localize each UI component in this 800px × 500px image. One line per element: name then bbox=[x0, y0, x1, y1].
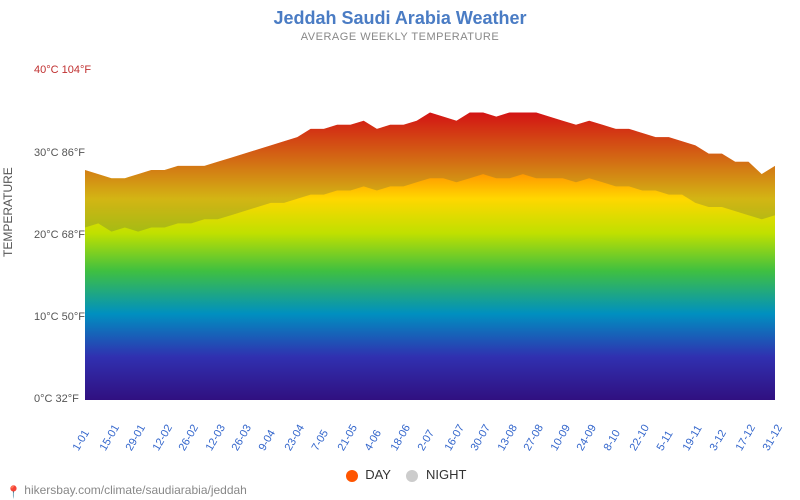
legend-day-label: DAY bbox=[365, 467, 391, 482]
x-tick-label: 3-12 bbox=[708, 428, 729, 453]
y-tick-label: 10°C 50°F bbox=[34, 311, 85, 323]
x-tick-label: 26-02 bbox=[177, 423, 201, 453]
x-tick-label: 12-02 bbox=[150, 423, 174, 453]
x-tick-label: 23-04 bbox=[283, 423, 307, 453]
pin-icon: 📍 bbox=[6, 485, 21, 499]
x-tick-label: 5-11 bbox=[654, 429, 675, 453]
footer-url: hikersbay.com/climate/saudiarabia/jeddah bbox=[24, 483, 247, 497]
y-tick-label: 40°C 104°F bbox=[34, 64, 91, 76]
x-tick-label: 30-07 bbox=[469, 423, 493, 453]
x-tick-label: 21-05 bbox=[336, 423, 360, 453]
x-tick-label: 13-08 bbox=[495, 423, 519, 453]
x-tick-label: 1-01 bbox=[71, 428, 92, 453]
x-tick-label: 19-11 bbox=[681, 423, 705, 453]
y-tick-label: 30°C 86°F bbox=[34, 147, 85, 159]
x-tick-label: 26-03 bbox=[230, 423, 254, 453]
x-tick-label: 22-10 bbox=[628, 423, 652, 453]
x-ticks: 1-0115-0129-0112-0226-0212-0326-039-04 23… bbox=[0, 402, 800, 457]
x-tick-label: 29-01 bbox=[124, 423, 148, 453]
x-tick-label: 15-01 bbox=[97, 423, 121, 453]
weather-chart: Jeddah Saudi Arabia Weather AVERAGE WEEK… bbox=[0, 0, 800, 500]
x-tick-label: 2-07 bbox=[416, 428, 437, 453]
footer: 📍 hikersbay.com/climate/saudiarabia/jedd… bbox=[6, 483, 247, 497]
legend-night-swatch bbox=[406, 470, 418, 482]
x-tick-label: 12-03 bbox=[203, 423, 227, 453]
x-tick-label: 9-04 bbox=[256, 428, 277, 453]
legend-night-label: NIGHT bbox=[426, 467, 466, 482]
chart-subtitle: AVERAGE WEEKLY TEMPERATURE bbox=[0, 31, 800, 43]
legend: DAY NIGHT bbox=[0, 467, 800, 482]
x-tick-label: 16-07 bbox=[442, 423, 466, 453]
x-tick-label: 27-08 bbox=[522, 423, 546, 453]
chart-title: Jeddah Saudi Arabia Weather bbox=[0, 0, 800, 29]
x-tick-label: 17-12 bbox=[734, 423, 758, 453]
x-tick-label: 18-06 bbox=[389, 423, 413, 453]
x-tick-label: 24-09 bbox=[575, 423, 599, 453]
x-tick-label: 4-06 bbox=[363, 428, 384, 453]
x-tick-label: 8-10 bbox=[601, 428, 622, 453]
x-tick-label: 31-12 bbox=[761, 423, 785, 453]
x-tick-label: 10-09 bbox=[548, 423, 572, 453]
x-tick-label: 7-05 bbox=[309, 428, 330, 453]
y-tick-label: 20°C 68°F bbox=[34, 229, 85, 241]
plot-area bbox=[85, 55, 775, 400]
y-axis-label: TEMPERATURE bbox=[1, 167, 15, 257]
legend-day-swatch bbox=[346, 470, 358, 482]
